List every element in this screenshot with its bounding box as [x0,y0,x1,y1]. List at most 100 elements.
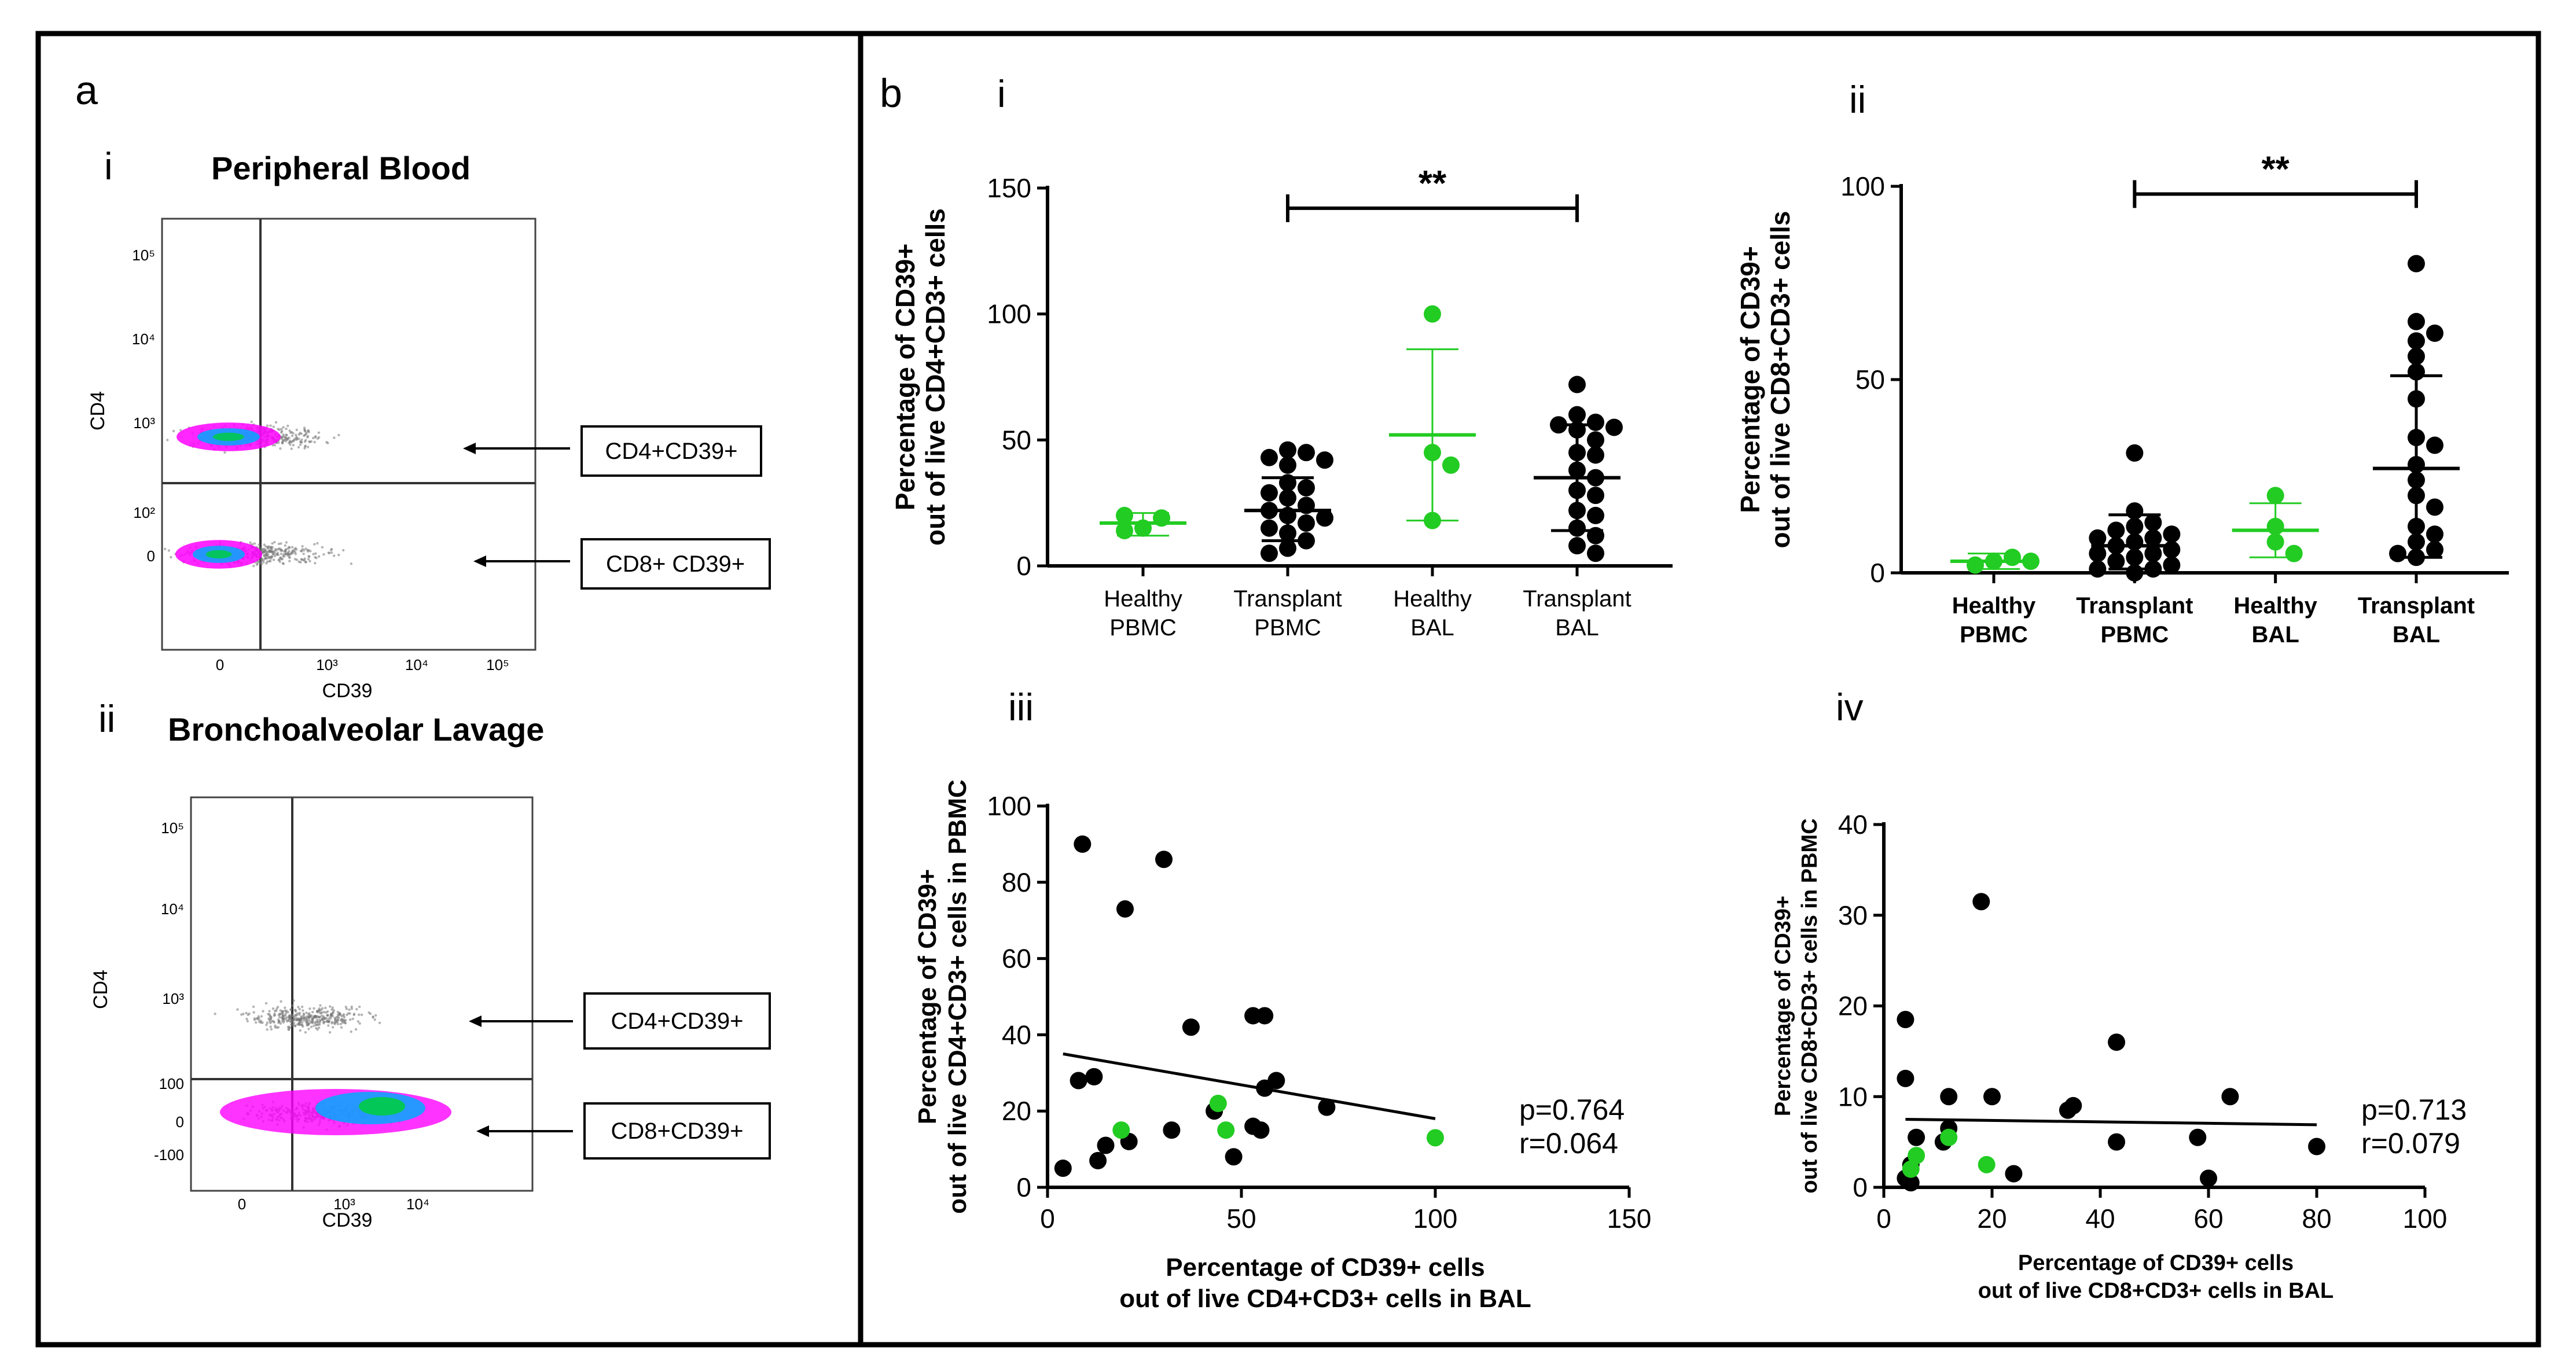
event-dot [290,1023,293,1026]
event-dot [302,1013,306,1016]
event-dot [348,1018,352,1021]
flow-i-annotations: CD4+CD39+ CD8+ CD39+ [463,425,771,590]
data-point [2126,502,2144,520]
stat-label: p=0.764 [1519,1094,1625,1126]
flow-plot-peripheral-blood: CD4 CD39 10⁵ 10⁴ 10³ 10² 0 0 10³ 10⁴ 10⁵ [87,218,536,702]
label-box [580,538,771,590]
event-dot [333,1022,336,1025]
event-dot [280,428,283,430]
data-point [1298,479,1315,497]
data-point [2107,552,2125,570]
transplant-point [2308,1138,2325,1155]
event-dot [282,426,285,429]
event-dot [307,1015,310,1019]
flow-i-xtick: 10⁵ [486,656,509,674]
chart-b-ii: ii 0 50 100 Percentage of CD39+ out of live C… [1735,78,2509,647]
event-dot [299,1029,302,1032]
flow-i-xtick: 10⁴ [405,656,428,674]
panel-a-title-ii: Bronchoalveolar Lavage [168,711,544,748]
healthy-point [1217,1121,1235,1139]
transplant-point [1163,1121,1181,1139]
data-point [1587,544,1604,562]
flow-plot-bronchoalveolar-lavage: CD4 CD39 10⁵ 10⁴ 10³ 100 0 -100 0 10³ 10… [90,796,534,1231]
event-dot [285,1009,288,1013]
event-dot [274,1024,277,1027]
flow-i-ytick: 10⁵ [132,246,155,264]
label-cd8-cd39: CD8+ CD39+ [606,551,745,577]
event-dot [329,1017,332,1020]
flow-i-ytick: 10² [133,504,155,521]
data-point [1298,444,1315,462]
x-axis-label: out of live CD4+CD3+ cells in BAL [1119,1285,1531,1313]
event-dot [275,553,278,556]
event-dot [326,1020,329,1024]
y-tick-label: 100 [1840,171,1885,201]
event-dot [261,559,264,562]
data-point [2089,544,2107,562]
event-dot [296,437,299,440]
event-dot [314,1020,317,1024]
event-dot [260,1015,263,1018]
event-dot [284,544,286,547]
event-dot [290,1020,293,1022]
flow-i-ylabel: CD4 [87,391,109,430]
event-dot [314,556,317,559]
data-point [2426,525,2443,543]
event-dot [306,1024,308,1027]
event-dot [258,546,261,550]
event-dot [268,1010,271,1013]
event-dot [313,440,316,444]
healthy-point [1112,1121,1130,1139]
event-dot [257,1015,260,1018]
transplant-point [1908,1128,1925,1146]
x-tick-label: 0 [1040,1204,1055,1234]
transplant-point [2108,1033,2126,1051]
event-dot [294,1009,297,1012]
flow-ii-ytick: -100 [154,1146,184,1164]
flow-ii-ytick: 10³ [162,990,184,1007]
data-point [2107,537,2125,555]
transplant-point [1116,900,1134,918]
transplant-point [2064,1096,2082,1114]
chart-numeral: iv [1836,686,1864,728]
data-point [2163,540,2181,558]
panel-a-letter: a [75,68,98,113]
event-dot [354,1028,358,1031]
event-dot [267,1013,270,1015]
data-point [1587,527,1604,544]
transplant-point [2189,1128,2207,1146]
event-dot [340,1026,343,1029]
x-tick-label: 150 [1607,1204,1652,1234]
transplant-point [1256,1007,1274,1025]
data-point [1279,456,1296,474]
label-cd4-cd39: CD4+CD39+ [605,439,737,464]
data-point [1587,506,1604,524]
event-dot [284,1006,286,1009]
event-dot [329,1005,332,1008]
event-dot [281,1020,284,1022]
y-tick-label: 100 [987,791,1031,821]
category-label: BAL [2252,622,2299,647]
healthy-point [1427,1129,1444,1147]
data-point [2408,429,2425,447]
event-dot [308,1007,311,1010]
event-dot [299,432,302,435]
event-dot [337,433,340,437]
event-dot [350,1007,354,1010]
event-dot [263,554,266,558]
event-dot [277,1014,280,1017]
data-point [2408,455,2425,473]
event-dot [302,1019,306,1022]
x-tick-label: 50 [1226,1204,1256,1234]
data-point [1605,418,1623,436]
arrow-head [473,555,486,567]
y-axis-label: out of live CD8+CD3+ cells in PBMC [1798,818,1822,1193]
chart-numeral: ii [1849,78,1866,121]
label-box [583,1102,771,1160]
data-point [2408,255,2425,273]
event-dot [164,547,167,550]
stat-label: p=0.713 [2361,1094,2467,1126]
event-dot [247,1013,249,1017]
data-point [1568,406,1586,424]
event-dot [331,1014,334,1018]
